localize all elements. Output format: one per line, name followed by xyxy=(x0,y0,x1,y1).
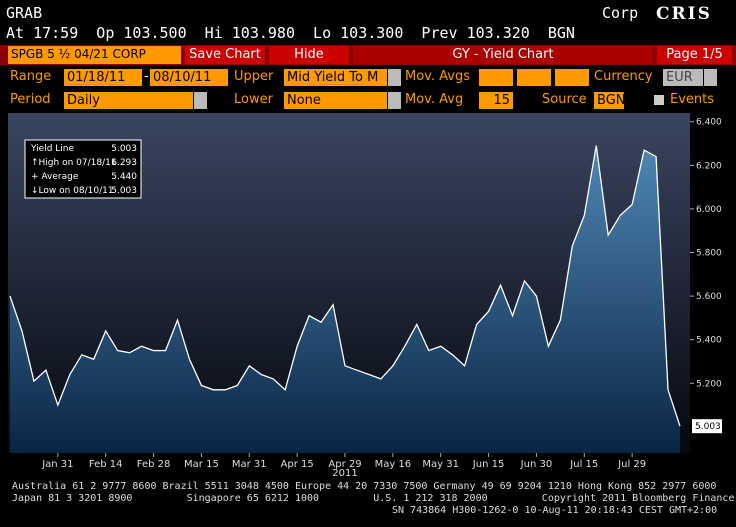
label: Period xyxy=(10,92,51,107)
dropdown[interactable] xyxy=(388,92,401,109)
label: Upper xyxy=(234,69,274,84)
x-tick-label: May 31 xyxy=(422,459,459,470)
label: Source xyxy=(542,92,587,107)
x-tick-label: Jun 15 xyxy=(472,459,505,470)
last-value-box xyxy=(692,419,722,434)
label: Lower xyxy=(234,92,273,107)
start-date[interactable]: 01/18/11 xyxy=(64,69,142,86)
x-tick-label: Jun 30 xyxy=(520,459,553,470)
save-button[interactable]: Save Chart xyxy=(185,46,265,64)
line xyxy=(9,145,681,427)
label: Mov. Avgs xyxy=(405,69,470,84)
legend-value: 5.440 xyxy=(111,172,137,182)
quote: At 17:59 Op 103.500 Hi 103.980 Lo 103.30… xyxy=(6,24,575,42)
mov-avg[interactable]: 15 xyxy=(479,92,513,109)
market: Corp xyxy=(602,4,639,22)
y-tick-label: 6.400 xyxy=(696,118,722,128)
label: Range xyxy=(10,69,52,84)
y-tick-label: 5.800 xyxy=(696,248,722,258)
end-date[interactable]: 08/10/11 xyxy=(150,69,228,86)
x-tick-label: Jul 29 xyxy=(617,459,646,470)
y-tick-label: 6.000 xyxy=(696,205,722,215)
legend-value: 5.003 xyxy=(111,144,137,154)
source-input[interactable]: BGN xyxy=(594,92,626,109)
source: CRIS xyxy=(656,4,712,24)
legend-value: 5.003 xyxy=(111,186,137,196)
x-tick-label: Apr 15 xyxy=(281,459,314,470)
x-tick-label: Jan 31 xyxy=(41,459,73,470)
dash: - xyxy=(144,69,149,84)
ticker[interactable]: SPGB 5 ½ 04/21 CORP xyxy=(8,46,181,64)
input[interactable] xyxy=(517,69,551,86)
x-tick-label: Mar 31 xyxy=(232,459,267,470)
area xyxy=(10,145,680,453)
last-value: 5.003 xyxy=(695,422,721,432)
x-tick-label: Jul 15 xyxy=(569,459,598,470)
y-tick-label: 5.600 xyxy=(696,292,722,302)
legend-name: + Average xyxy=(31,172,79,182)
security: GRAB xyxy=(6,4,43,22)
y-tick-label: 5.400 xyxy=(696,336,722,346)
x-tick-label: Feb 28 xyxy=(137,459,171,470)
dropdown[interactable] xyxy=(194,92,207,109)
y-tick-label: 6.200 xyxy=(696,161,722,171)
footer: Japan 81 3 3201 8900 Singapore 65 6212 1… xyxy=(12,493,736,504)
y-tick-label: 5.200 xyxy=(696,379,722,389)
label: Currency xyxy=(594,69,653,84)
page[interactable]: Page 1/5 xyxy=(657,46,732,64)
x-axis-label: 2011 xyxy=(332,468,357,479)
x-tick-label: Feb 14 xyxy=(89,459,123,470)
currency[interactable]: EUR xyxy=(663,69,703,86)
lower-select[interactable]: None xyxy=(284,92,387,109)
legend-name: Yield Line xyxy=(30,144,75,154)
x-tick-label: Mar 15 xyxy=(184,459,219,470)
checkbox[interactable] xyxy=(654,95,664,105)
x-tick-label: May 16 xyxy=(375,459,412,470)
legend-name: ↑High on 07/18/11 xyxy=(31,158,117,168)
dropdown[interactable] xyxy=(704,69,717,86)
function-title: GY - Yield Chart xyxy=(353,46,653,64)
label: Events xyxy=(670,92,715,107)
legend-value: 6.293 xyxy=(111,158,137,168)
label: Mov. Avg xyxy=(405,92,464,107)
input[interactable] xyxy=(555,69,589,86)
legend-name: ↓Low on 08/10/11 xyxy=(31,186,114,196)
x-tick-label: Apr 29 xyxy=(328,459,361,470)
hide-button[interactable]: Hide xyxy=(269,46,349,64)
input[interactable] xyxy=(479,69,513,86)
legend xyxy=(24,139,142,199)
dropdown[interactable] xyxy=(388,69,401,86)
period-select[interactable]: Daily xyxy=(64,92,193,109)
footer: SN 743864 H300-1262-0 10-Aug-11 20:18:43… xyxy=(392,505,718,516)
footer: Australia 61 2 9777 8600 Brazil 5511 304… xyxy=(12,481,717,492)
upper-select[interactable]: Mid Yield To M xyxy=(284,69,387,86)
